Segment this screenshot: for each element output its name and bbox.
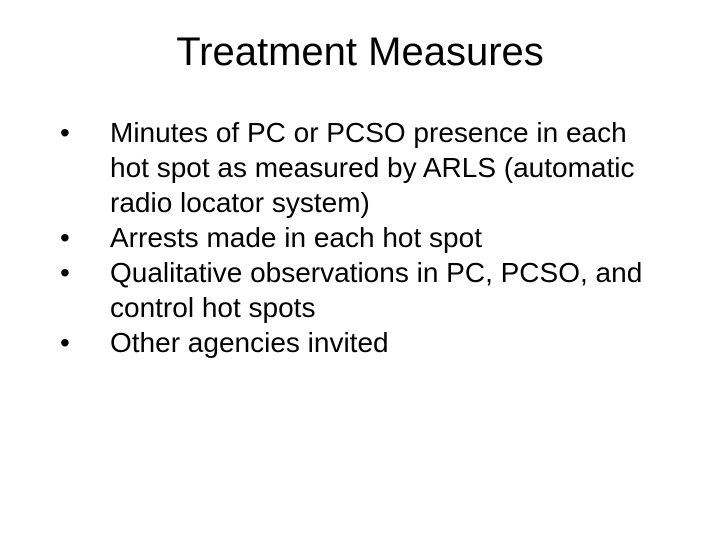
bullet-text: Other agencies invited [110, 325, 670, 360]
bullet-icon: • [60, 255, 110, 290]
bullet-icon: • [60, 325, 110, 360]
bullet-text: Arrests made in each hot spot [110, 220, 670, 255]
bullet-text: Minutes of PC or PCSO presence in each h… [110, 115, 670, 220]
bullet-icon: • [60, 115, 110, 150]
slide: Treatment Measures • Minutes of PC or PC… [0, 0, 720, 540]
bullet-list: • Minutes of PC or PCSO presence in each… [60, 115, 670, 360]
list-item: • Minutes of PC or PCSO presence in each… [60, 115, 670, 220]
bullet-icon: • [60, 220, 110, 255]
list-item: • Arrests made in each hot spot [60, 220, 670, 255]
bullet-text: Qualitative observations in PC, PCSO, an… [110, 255, 670, 325]
slide-title: Treatment Measures [50, 30, 670, 75]
list-item: • Qualitative observations in PC, PCSO, … [60, 255, 670, 325]
list-item: • Other agencies invited [60, 325, 670, 360]
